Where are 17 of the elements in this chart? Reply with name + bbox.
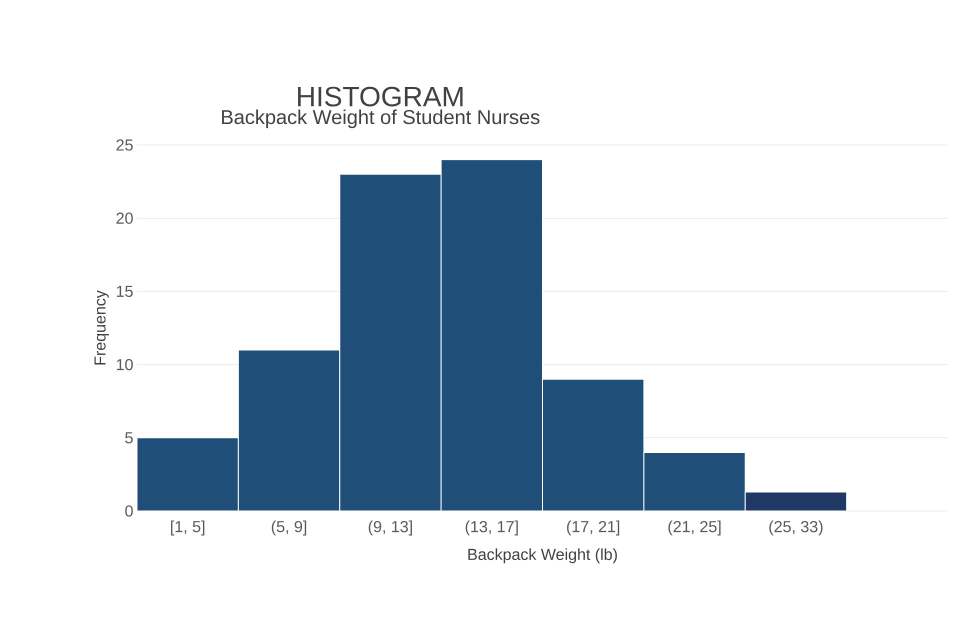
y-tick-label: 10 [116, 358, 133, 370]
y-tick-label: 20 [116, 212, 133, 224]
y-axis-title: Frequency [94, 290, 109, 364]
y-tick-label: 15 [116, 286, 133, 297]
x-tick-label: (9, 13] [368, 520, 412, 536]
y-tick-label: 25 [116, 139, 133, 151]
chart-subtitle: Backpack Weight of Student Nurses [222, 110, 540, 128]
x-axis-title: Backpack Weight (lb) [468, 548, 617, 564]
y-tick-label: 0 [125, 505, 133, 517]
x-tick-label: (25, 33) [769, 520, 822, 536]
chart-title: HISTOGRAM [298, 86, 463, 106]
x-tick-label: [1, 5] [171, 520, 204, 536]
x-tick-label: (5, 9] [272, 520, 306, 536]
x-tick-label: (13, 17] [466, 520, 518, 536]
x-tick-label: (21, 25] [668, 520, 721, 536]
y-tick-label: 5 [125, 432, 133, 444]
x-tick-label: (17, 21] [567, 520, 620, 536]
